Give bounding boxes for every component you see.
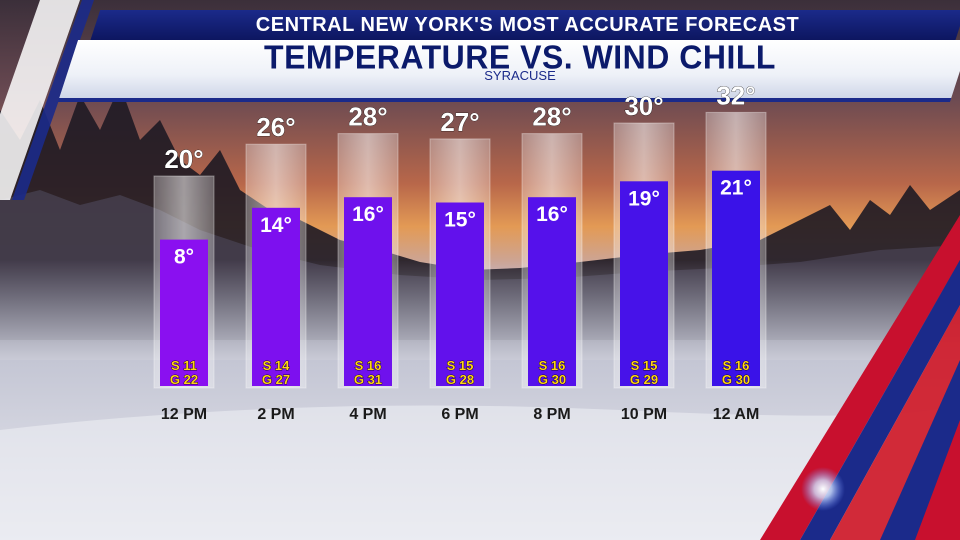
temperature-value-label: 26° — [256, 112, 295, 142]
wind-gust-label: G 30 — [722, 372, 750, 387]
windchill-value-label: 14° — [260, 214, 292, 237]
temperature-value-label: 28° — [532, 102, 571, 132]
windchill-value-label: 19° — [628, 187, 660, 210]
windchill-value-label: 8° — [174, 246, 194, 269]
windchill-bar — [344, 197, 392, 386]
temperature-value-label: 27° — [440, 107, 479, 137]
windchill-bar — [436, 202, 484, 386]
time-tick-label: 10 PM — [621, 406, 667, 423]
temperature-value-label: 20° — [164, 144, 203, 174]
windchill-value-label: 21° — [720, 177, 752, 200]
time-tick-label: 12 PM — [161, 406, 207, 423]
windchill-bar — [160, 239, 208, 386]
wind-gust-label: G 29 — [630, 372, 658, 387]
wind-sustained-label: S 15 — [631, 358, 658, 373]
wind-sustained-label: S 16 — [355, 358, 382, 373]
time-tick-label: 6 PM — [441, 406, 478, 423]
time-tick-label: 4 PM — [349, 406, 386, 423]
location-label: SYRACUSE — [484, 68, 556, 83]
wind-gust-label: G 30 — [538, 372, 566, 387]
tagline: CENTRAL NEW YORK'S MOST ACCURATE FORECAS… — [255, 13, 800, 36]
time-tick-label: 2 PM — [257, 406, 294, 423]
windchill-bar — [528, 197, 576, 386]
page-title: TEMPERATURE VS. WIND CHILL — [264, 38, 776, 76]
time-tick-label: 8 PM — [533, 406, 570, 423]
temperature-value-label: 28° — [348, 102, 387, 132]
windchill-bar — [712, 170, 760, 386]
wind-gust-label: G 31 — [354, 372, 382, 387]
windchill-bar — [620, 181, 668, 386]
wind-sustained-label: S 16 — [539, 358, 566, 373]
time-tick-label: 12 AM — [713, 406, 760, 423]
wind-sustained-label: S 16 — [723, 358, 750, 373]
wind-sustained-label: S 14 — [263, 358, 291, 373]
wind-sustained-label: S 15 — [447, 358, 474, 373]
wind-gust-label: G 28 — [446, 372, 474, 387]
windchill-value-label: 16° — [536, 203, 568, 226]
windchill-bar — [252, 207, 300, 386]
wind-sustained-label: S 11 — [171, 358, 197, 373]
temperature-value-label: 32° — [716, 80, 755, 110]
wind-gust-label: G 22 — [170, 372, 198, 387]
temperature-value-label: 30° — [624, 91, 663, 121]
wind-gust-label: G 27 — [262, 372, 290, 387]
windchill-value-label: 16° — [352, 203, 384, 226]
windchill-value-label: 15° — [444, 209, 476, 232]
